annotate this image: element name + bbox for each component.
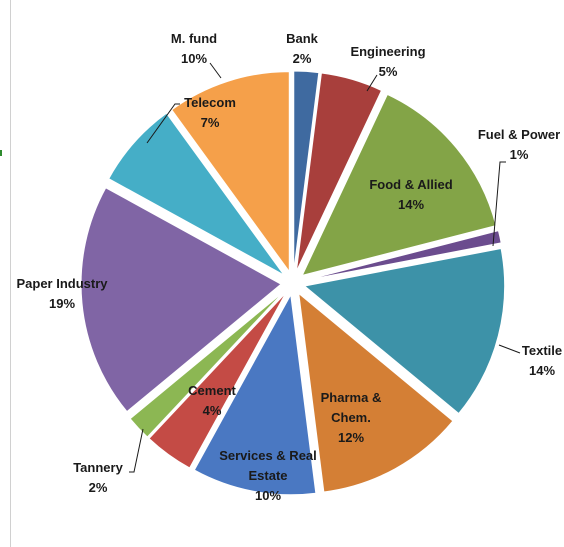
slice-value-label: 4% [203, 403, 222, 418]
leader-line-telecom [146, 103, 180, 144]
slice-label-services-real-estate: Services & Real Estate 10% [219, 448, 317, 503]
slice-name-label: Food & Allied [369, 177, 452, 192]
slice-value-label: 2% [293, 51, 312, 66]
pie-slice-bank [293, 70, 320, 272]
slice-name-label: Cement [188, 383, 236, 398]
slice-value-label: 1% [510, 147, 529, 162]
leader-line-engineering [366, 74, 378, 92]
slice-name-label: Tannery [73, 460, 123, 475]
slice-label-food-allied: Food & Allied 14% [369, 177, 452, 212]
green-marker [0, 150, 2, 156]
slice-name-label: Pharma & [321, 390, 382, 405]
slice-name-label: Textile [522, 343, 562, 358]
pie-slice-pharma-chem [298, 292, 454, 493]
pie-slice-textile [303, 247, 506, 415]
slice-labels: Bank 2% Engineering 5% Food & Allied 14% Fuel … [16, 31, 562, 503]
pie-slice-telecom [108, 112, 285, 276]
leader-line-fuel-power [492, 161, 506, 247]
pie-slice-paper-industry [80, 187, 282, 413]
slice-label-m-fund: M. fund 10% [171, 31, 217, 66]
slice-name-label: Services & Real [219, 448, 317, 463]
slice-label-telecom: Telecom 7% [184, 95, 236, 130]
slice-label-tannery: Tannery 2% [73, 460, 123, 495]
slice-name-label: Bank [286, 31, 319, 46]
slice-name-label: Paper Industry [16, 276, 108, 291]
leader-lines [129, 62, 521, 473]
slice-label-engineering: Engineering 5% [350, 44, 425, 79]
leader-line-m-fund [209, 62, 222, 79]
pie-slice-cement [148, 292, 287, 469]
slice-value-label: 2% [89, 480, 108, 495]
slice-label-bank: Bank 2% [286, 31, 319, 66]
slice-name-label: Fuel & Power [478, 127, 560, 142]
slice-name-label: Chem. [331, 410, 371, 425]
slice-value-label: 14% [398, 197, 424, 212]
slice-name-label: Estate [248, 468, 287, 483]
slice-label-textile: Textile 14% [522, 343, 562, 378]
slice-value-label: 10% [181, 51, 207, 66]
pie-slice-m-fund [171, 71, 290, 274]
slice-value-label: 10% [255, 488, 281, 503]
slice-label-paper-industry: Paper Industry 19% [16, 276, 108, 311]
slice-label-cement: Cement 4% [188, 383, 236, 418]
pie-slice-tannery [129, 290, 285, 438]
leader-line-tannery [129, 428, 144, 473]
pie-slice-fuel-power [304, 230, 502, 281]
slice-value-label: 19% [49, 296, 75, 311]
pie-slice-services-real-estate [193, 293, 317, 496]
slice-label-fuel-power: Fuel & Power 1% [478, 127, 560, 162]
slice-value-label: 7% [201, 115, 220, 130]
slice-value-label: 14% [529, 363, 555, 378]
slice-name-label: M. fund [171, 31, 217, 46]
slice-name-label: Telecom [184, 95, 236, 110]
slice-name-label: Engineering [350, 44, 425, 59]
pie-slice-engineering [295, 72, 383, 272]
leader-line-textile [498, 344, 521, 354]
pie-slice-food-allied [301, 93, 497, 277]
slice-value-label: 5% [379, 64, 398, 79]
slice-value-label: 12% [338, 430, 364, 445]
pie-slices [80, 70, 506, 496]
slice-label-pharma-chem: Pharma & Chem. 12% [321, 390, 382, 445]
